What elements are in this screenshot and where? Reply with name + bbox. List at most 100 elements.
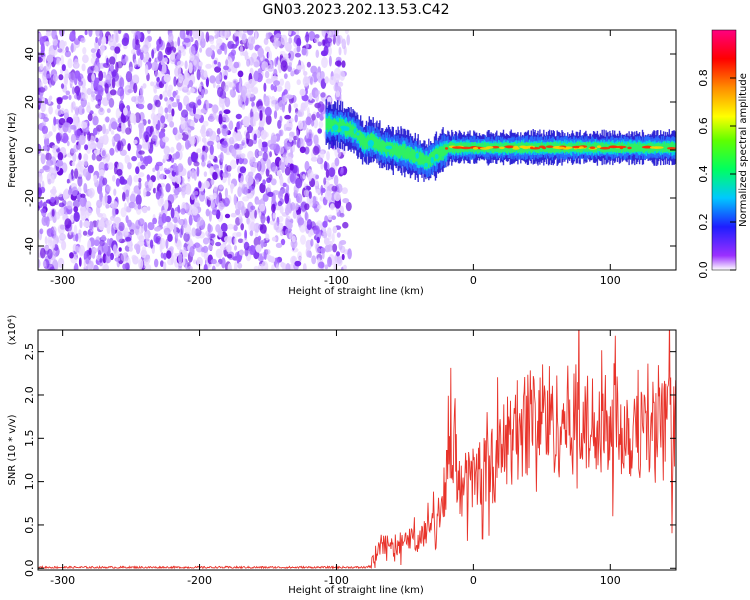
spectrogram-noise-speckle bbox=[87, 66, 94, 77]
spectrogram-noise-speckle bbox=[142, 156, 150, 165]
spectrogram-noise-speckle bbox=[257, 235, 262, 241]
spectrogram-noise-speckle bbox=[287, 122, 293, 128]
spectrogram-noise-speckle bbox=[296, 195, 300, 202]
spectrogram-noise-speckle bbox=[215, 261, 220, 267]
spectrogram-noise-speckle bbox=[237, 70, 244, 78]
spectrogram-noise-speckle bbox=[342, 198, 350, 204]
spectrogram-noise-speckle bbox=[267, 64, 275, 72]
spectrogram-noise-speckle bbox=[137, 60, 142, 67]
spectrogram-noise-speckle bbox=[342, 264, 347, 270]
spectrogram-noise-speckle bbox=[185, 30, 190, 36]
spectrogram-noise-speckle bbox=[83, 153, 89, 162]
spectrogram-noise-speckle bbox=[138, 227, 144, 235]
spectrogram-noise-speckle bbox=[93, 174, 98, 183]
spectrogram-noise-speckle bbox=[87, 164, 94, 174]
spectrogram-noise-speckle bbox=[188, 62, 193, 74]
spectrogram-noise-speckle bbox=[56, 96, 64, 102]
spectrogram-noise-speckle bbox=[163, 73, 171, 83]
spectrogram-noise-speckle bbox=[143, 187, 147, 198]
spectrogram-noise-speckle bbox=[122, 230, 129, 237]
spectrogram-noise-speckle bbox=[247, 30, 254, 36]
spectrogram-noise-speckle bbox=[91, 153, 96, 161]
spectrogram-noise-speckle bbox=[79, 198, 87, 207]
spectrogram-noise-speckle bbox=[40, 42, 45, 55]
spectrogram-noise-speckle bbox=[305, 116, 312, 126]
spectrogram-noise-speckle bbox=[237, 262, 243, 269]
spectrogram-noise-speckle bbox=[283, 89, 288, 95]
spectrogram-noise-speckle bbox=[119, 77, 125, 89]
spectrogram-noise-speckle bbox=[254, 30, 258, 41]
spectrogram-signal-blob bbox=[394, 144, 399, 151]
spectrogram-noise-speckle bbox=[92, 264, 99, 270]
spectrogram-noise-speckle bbox=[247, 150, 254, 160]
spectrogram-noise-speckle bbox=[336, 232, 341, 238]
spectrogram-noise-speckle bbox=[163, 261, 167, 270]
spectrogram-hotspot bbox=[519, 145, 526, 149]
spectrogram-noise-speckle bbox=[236, 231, 242, 237]
snr-series-line bbox=[38, 330, 676, 570]
spectrogram-noise-speckle bbox=[80, 97, 88, 108]
spectrogram-noise-speckle bbox=[189, 246, 195, 258]
spectrogram-noise-speckle bbox=[227, 263, 232, 270]
spectrogram-noise-speckle bbox=[59, 207, 65, 216]
spectrogram-noise-speckle bbox=[205, 63, 213, 69]
spectrogram-noise-speckle bbox=[262, 151, 268, 162]
spectrogram-noise-speckle bbox=[312, 145, 320, 156]
spectrogram-noise-speckle bbox=[221, 115, 229, 121]
spectrogram-noise-speckle bbox=[306, 250, 311, 258]
spectrogram-signal-blob bbox=[332, 124, 339, 131]
spectrogram-noise-speckle bbox=[328, 30, 332, 36]
spectrogram-noise-speckle bbox=[178, 219, 183, 226]
spectrogram-noise-speckle bbox=[43, 217, 48, 223]
spectrogram-noise-speckle bbox=[181, 109, 189, 118]
spectrogram-track-segment bbox=[360, 133, 362, 147]
spectrogram-noise-speckle bbox=[260, 213, 266, 225]
spectrogram-noise-speckle bbox=[176, 239, 182, 251]
x-tick-label: -300 bbox=[50, 274, 75, 287]
spectrogram-noise-speckle bbox=[275, 242, 283, 248]
spectrogram-noise-speckle bbox=[283, 53, 289, 60]
spectrogram-noise-speckle bbox=[235, 209, 241, 216]
x-tick-label: 100 bbox=[600, 574, 621, 587]
spectrogram-noise-speckle bbox=[282, 152, 289, 162]
spectrogram-track-segment bbox=[626, 144, 628, 151]
spectrogram-noise-speckle bbox=[319, 150, 325, 159]
spectrogram-noise-speckle bbox=[218, 113, 223, 125]
spectrogram-noise-speckle bbox=[261, 260, 269, 270]
spectrogram-noise-speckle bbox=[86, 105, 91, 113]
spectrogram-noise-speckle bbox=[331, 232, 335, 243]
spectrogram-signal-blob bbox=[430, 151, 437, 158]
spectrogram-track-segment bbox=[427, 156, 429, 167]
spectrogram-noise-speckle bbox=[82, 230, 88, 236]
spectrogram-y-ticks: -40 -20 0 20 40 bbox=[23, 47, 676, 255]
spectrogram-track-segment bbox=[547, 142, 550, 154]
spectrogram-noise-speckle bbox=[123, 107, 128, 116]
x-tick-label: -200 bbox=[187, 574, 212, 587]
spectrogram-noise-speckle bbox=[39, 228, 44, 235]
spectrogram-noise-speckle bbox=[202, 237, 210, 245]
snr-y-ticks: 0.0 0.5 1.0 1.5 2.0 2.5 bbox=[23, 343, 676, 577]
spectrogram-noise-speckle bbox=[108, 36, 114, 43]
spectrogram-noise-speckle bbox=[340, 169, 344, 175]
spectrogram-noise-speckle bbox=[320, 92, 326, 98]
spectrogram-noise-speckle bbox=[261, 141, 268, 148]
spectrogram-noise-speckle bbox=[233, 154, 241, 159]
spectrogram-track-segment bbox=[384, 141, 386, 152]
spectrogram-noise-speckle bbox=[65, 90, 71, 96]
spectrogram-noise-speckle bbox=[159, 93, 163, 100]
spectrogram-noise-speckle bbox=[96, 51, 101, 58]
spectrogram-noise-speckle bbox=[46, 228, 54, 237]
spectrogram-noise-speckle bbox=[43, 117, 49, 123]
spectrogram-noise-speckle bbox=[128, 174, 133, 186]
spectrogram-noise-speckle bbox=[82, 47, 87, 55]
spectrogram-noise-speckle bbox=[314, 37, 319, 44]
spectrogram-noise-speckle bbox=[221, 69, 225, 75]
spectrogram-noise-speckle bbox=[182, 79, 188, 90]
spectrogram-track-segment bbox=[391, 142, 393, 157]
spectrogram-noise-speckle bbox=[170, 207, 175, 219]
x-tick-label: 0 bbox=[470, 574, 477, 587]
spectrogram-track-segment bbox=[424, 156, 426, 169]
spectrogram-noise-speckle bbox=[47, 239, 53, 247]
spectrogram-noise-speckle bbox=[317, 101, 325, 113]
spectrogram-noise-speckle bbox=[234, 261, 238, 270]
